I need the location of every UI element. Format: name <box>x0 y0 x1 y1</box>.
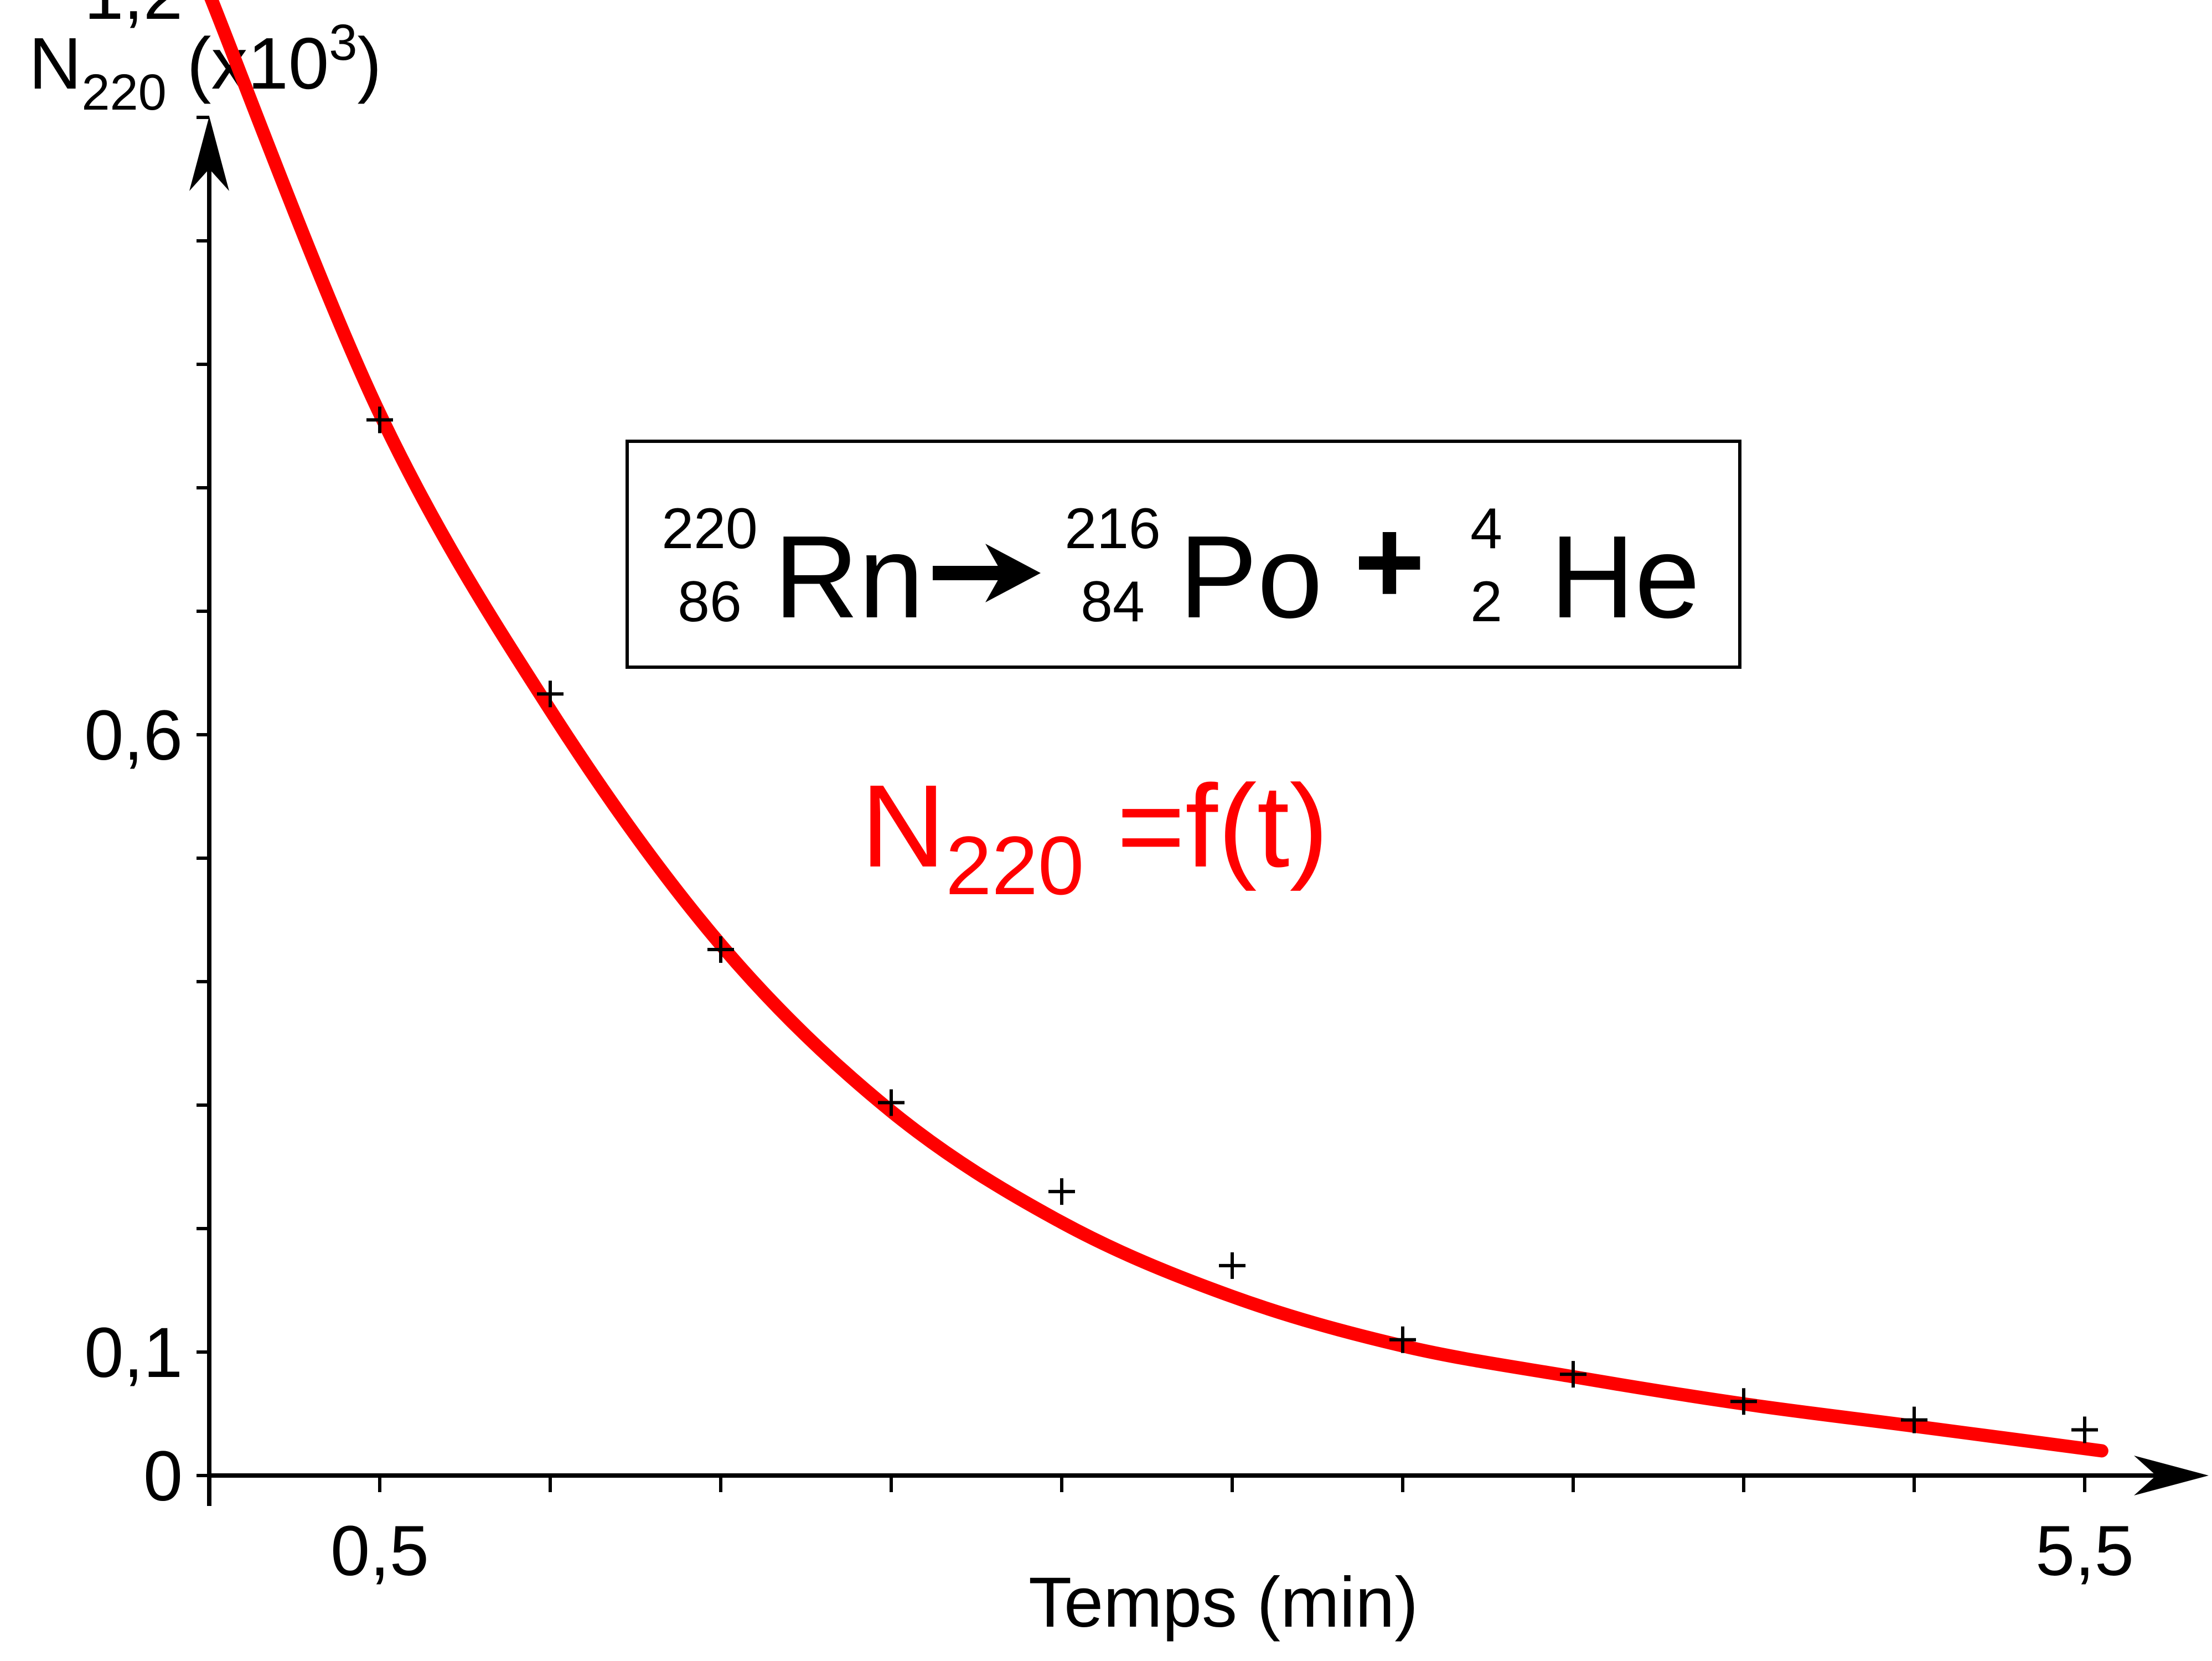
data-point-1 <box>537 680 564 708</box>
product-symbol: Po <box>1179 511 1322 642</box>
data-point-5 <box>1219 1252 1245 1279</box>
equation-box <box>626 440 1741 669</box>
reactant-mass-number: 220 <box>661 497 758 561</box>
reactant-atomic-number: 86 <box>678 570 742 634</box>
alpha-mass-number: 4 <box>1470 497 1502 561</box>
data-point-2 <box>707 936 734 963</box>
reactant-symbol: Rn <box>774 511 924 642</box>
x-axis-arrow <box>2134 1456 2209 1495</box>
plus-sign: + <box>1354 493 1425 630</box>
fit-curve-line <box>204 0 2108 1458</box>
y-axis-ticks <box>197 116 209 1477</box>
y-axis-tick-labels: 1,2 0,6 0,1 0 <box>84 0 183 1516</box>
data-point-3 <box>878 1089 905 1116</box>
alpha-atomic-number: 2 <box>1470 570 1502 634</box>
decay-equation: 220 86 Rn 216 84 Po + 4 2 He <box>661 493 1700 642</box>
product-mass-number: 216 <box>1064 497 1161 561</box>
reaction-arrow-icon <box>985 544 1041 602</box>
data-point-4 <box>1048 1178 1075 1205</box>
x-tick-label-1: 5,5 <box>2035 1512 2134 1591</box>
data-points <box>366 406 2098 1443</box>
y-tick-label-3: 0 <box>143 1437 183 1516</box>
data-point-10 <box>2071 1416 2098 1443</box>
data-point-0 <box>366 406 393 434</box>
data-point-9 <box>1901 1406 1927 1433</box>
y-tick-label-1: 0,6 <box>84 696 183 775</box>
x-tick-label-0: 0,5 <box>330 1512 429 1591</box>
curve-label: N220 =f(t) <box>861 760 1329 912</box>
y-tick-label-2: 0,1 <box>84 1313 183 1392</box>
data-point-6 <box>1389 1326 1416 1353</box>
x-axis-title: Temps (min) <box>1029 1563 1418 1642</box>
y-axis-arrow <box>189 116 229 191</box>
x-axis-ticks <box>378 1476 2086 1492</box>
alpha-symbol: He <box>1550 511 1700 642</box>
product-atomic-number: 84 <box>1081 570 1145 634</box>
y-axis-title: N220 (x103) <box>29 14 381 121</box>
data-point-8 <box>1730 1388 1757 1415</box>
y-tick-label-0: 1,2 <box>84 0 183 34</box>
data-point-7 <box>1560 1361 1586 1388</box>
x-axis-tick-labels: 0,5 5,5 <box>330 1512 2134 1591</box>
